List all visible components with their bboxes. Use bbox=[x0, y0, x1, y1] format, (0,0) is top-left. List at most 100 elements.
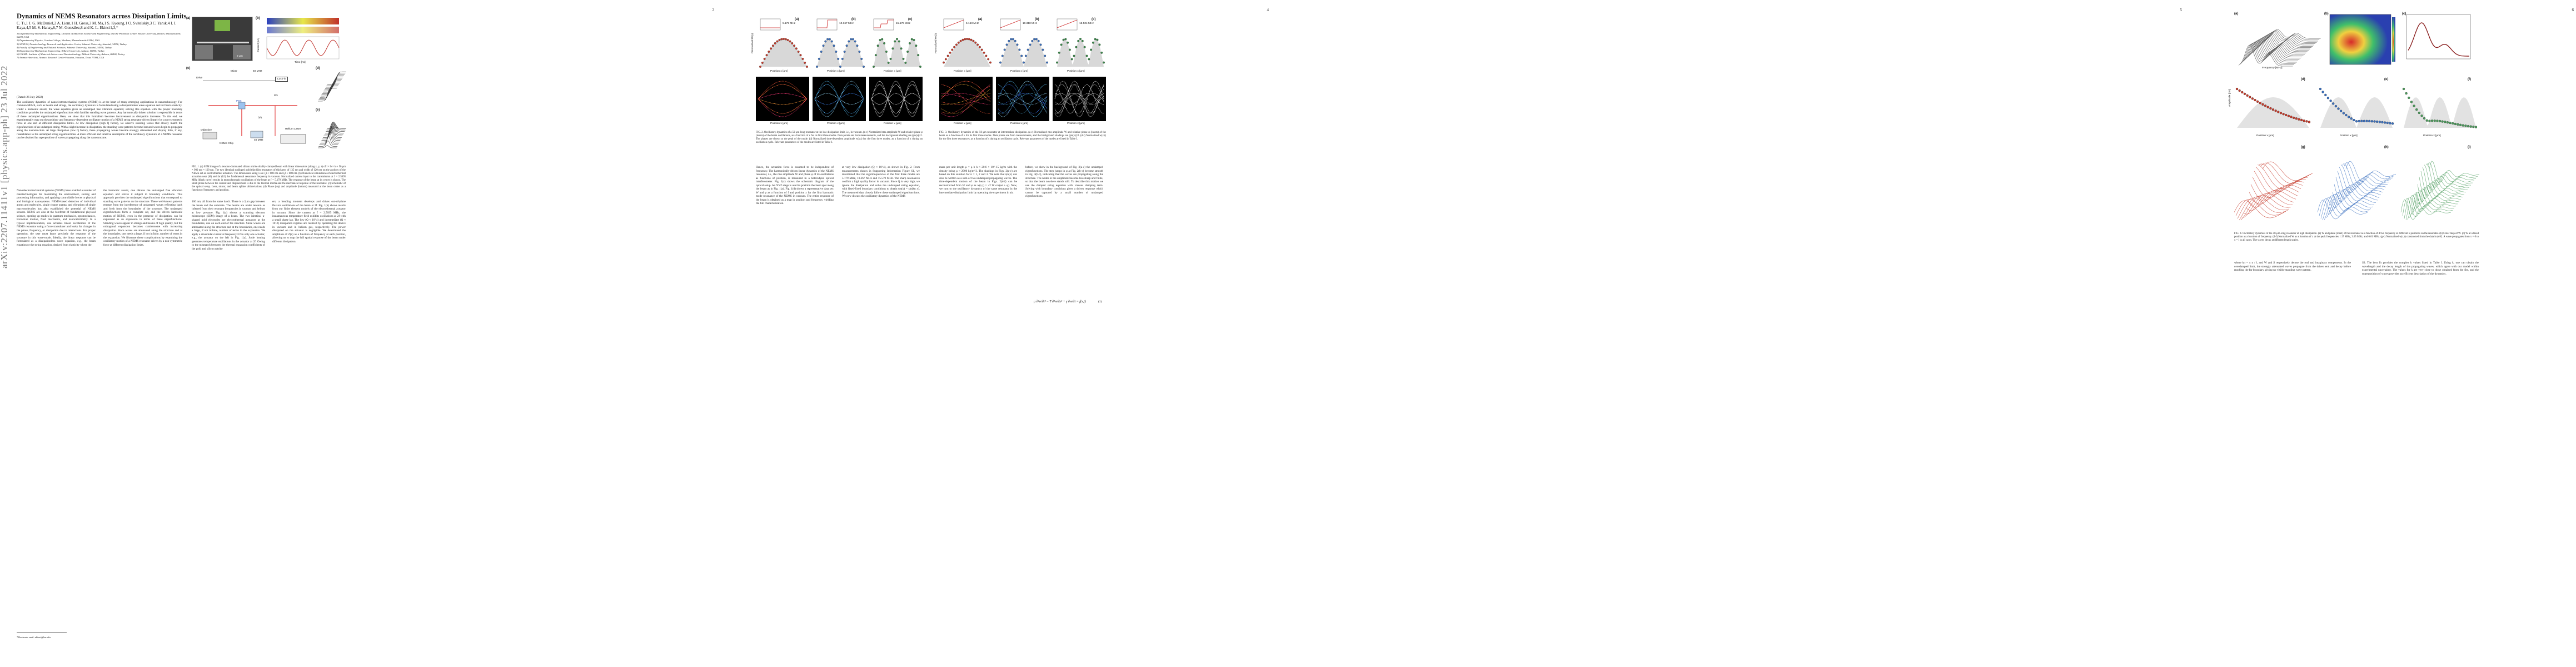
phase-inset bbox=[760, 18, 781, 31]
figure-2-caption: FIG. 2. Oscillatory dynamics of a 50-μm-… bbox=[756, 131, 923, 144]
data-point bbox=[874, 54, 877, 57]
wave-plate-label: λ/4 bbox=[258, 117, 262, 120]
page-number: 5 bbox=[2180, 8, 2183, 12]
data-point bbox=[1033, 38, 1036, 41]
data-point bbox=[985, 54, 988, 57]
data-point bbox=[1037, 39, 1040, 42]
data-point bbox=[1088, 58, 1090, 61]
data-point bbox=[1029, 43, 1032, 46]
mode-shape-plot bbox=[943, 18, 991, 67]
panel-label: (h) bbox=[2384, 146, 2389, 149]
panel-label: (a) bbox=[2234, 12, 2239, 16]
data-point bbox=[822, 44, 825, 47]
data-point bbox=[2303, 120, 2305, 122]
data-point bbox=[2454, 122, 2457, 126]
snapshot-trace bbox=[758, 81, 808, 99]
axis-label: Time [ns] bbox=[295, 61, 306, 64]
panel-label: (a) bbox=[795, 18, 799, 21]
eigenfunction-shading bbox=[944, 39, 990, 67]
lockin-box: Lock-in bbox=[275, 77, 288, 82]
data-point bbox=[2467, 125, 2470, 128]
affiliation: 3) SUNUM, Nanotechnology Research and Ap… bbox=[17, 42, 127, 46]
propagating-wave-trace bbox=[2322, 195, 2373, 221]
data-point bbox=[2446, 121, 2449, 124]
anchor-right bbox=[233, 45, 251, 59]
data-point bbox=[759, 66, 761, 68]
data-point bbox=[2430, 120, 2434, 122]
data-point bbox=[2324, 93, 2327, 97]
data-point bbox=[839, 66, 841, 68]
propagating-wave-trace bbox=[2345, 161, 2396, 182]
affiliation: 5) Department of Mechanical Engineering,… bbox=[17, 49, 104, 53]
data-point bbox=[1005, 43, 1008, 46]
axis-label: Position x [μm] bbox=[954, 122, 971, 125]
data-point bbox=[2413, 104, 2415, 107]
propagating-wave-trace bbox=[2340, 165, 2391, 191]
phase-trace bbox=[943, 19, 964, 28]
data-point bbox=[1085, 54, 1088, 57]
axis-label: Position x [μm] bbox=[770, 70, 788, 73]
propagating-wave-trace bbox=[2329, 188, 2380, 211]
phase-trace bbox=[874, 19, 894, 28]
beam-path-lines bbox=[202, 80, 306, 144]
snapshot-trace bbox=[1054, 81, 1104, 117]
mode-shape-plot bbox=[873, 18, 921, 68]
body-column-right: the harmonic ansatz, one obtains the und… bbox=[103, 189, 182, 247]
axis-label: Position x [μm] bbox=[1067, 70, 1085, 73]
eigenfunction-shading bbox=[1057, 39, 1104, 67]
data-point bbox=[999, 61, 1001, 64]
affiliation: 6) UNAM - Institute of Materials Science… bbox=[17, 53, 125, 56]
data-point bbox=[955, 43, 958, 46]
data-point bbox=[951, 48, 954, 51]
data-point bbox=[1090, 48, 1093, 51]
propagating-wave-trace bbox=[2339, 167, 2390, 193]
data-point bbox=[2241, 91, 2244, 94]
propagating-wave-trace bbox=[2240, 195, 2291, 220]
snapshot-trace bbox=[941, 84, 991, 102]
panel-label: (c) bbox=[1092, 18, 1096, 21]
data-point bbox=[2353, 118, 2355, 122]
data-point bbox=[820, 51, 823, 53]
body-column-right: S3. The best fit provides the complex k … bbox=[2362, 261, 2479, 276]
data-point bbox=[850, 38, 853, 41]
data-point bbox=[2391, 122, 2394, 125]
data-point bbox=[876, 44, 879, 47]
time-evolution-plot bbox=[869, 77, 923, 121]
current-trace bbox=[266, 39, 340, 56]
data-point bbox=[2386, 121, 2389, 125]
data-point bbox=[1039, 43, 1042, 46]
data-point bbox=[946, 54, 949, 57]
data-point bbox=[2249, 96, 2251, 98]
snapshot-trace bbox=[871, 81, 921, 117]
phase-inset bbox=[1000, 18, 1021, 31]
data-point bbox=[1016, 43, 1019, 46]
data-point bbox=[1024, 54, 1027, 57]
data-point bbox=[987, 58, 990, 61]
data-point bbox=[2295, 117, 2298, 120]
data-point bbox=[2444, 121, 2447, 123]
data-point bbox=[799, 54, 802, 57]
data-point bbox=[2235, 87, 2239, 91]
fig4-amplitude-vs-frequency bbox=[2406, 14, 2471, 59]
eigenfunction-shading bbox=[760, 39, 807, 67]
page-2: 2 bbox=[368, 0, 716, 667]
data-point bbox=[919, 66, 921, 68]
data-point bbox=[2300, 118, 2303, 122]
propagating-wave-trace bbox=[2335, 177, 2386, 199]
data-point bbox=[863, 66, 865, 68]
panel-label: (b) bbox=[1035, 18, 1039, 21]
data-point bbox=[1018, 48, 1021, 51]
data-point bbox=[980, 48, 983, 51]
propagating-wave-trace bbox=[2324, 193, 2375, 220]
snapshot-trace bbox=[941, 86, 991, 114]
page-number: 4 bbox=[1267, 8, 1269, 12]
phase-inset bbox=[943, 18, 964, 31]
data-point bbox=[898, 40, 900, 43]
frequency-label: 10.367 MHz bbox=[839, 22, 854, 25]
data-point bbox=[1044, 54, 1047, 57]
body-column-left: 100 nm, all from the same batch. There i… bbox=[192, 200, 265, 251]
snapshot-trace bbox=[1054, 93, 1104, 105]
beam-shape bbox=[197, 42, 249, 43]
snapshot-trace bbox=[998, 93, 1048, 105]
data-point bbox=[972, 39, 975, 42]
